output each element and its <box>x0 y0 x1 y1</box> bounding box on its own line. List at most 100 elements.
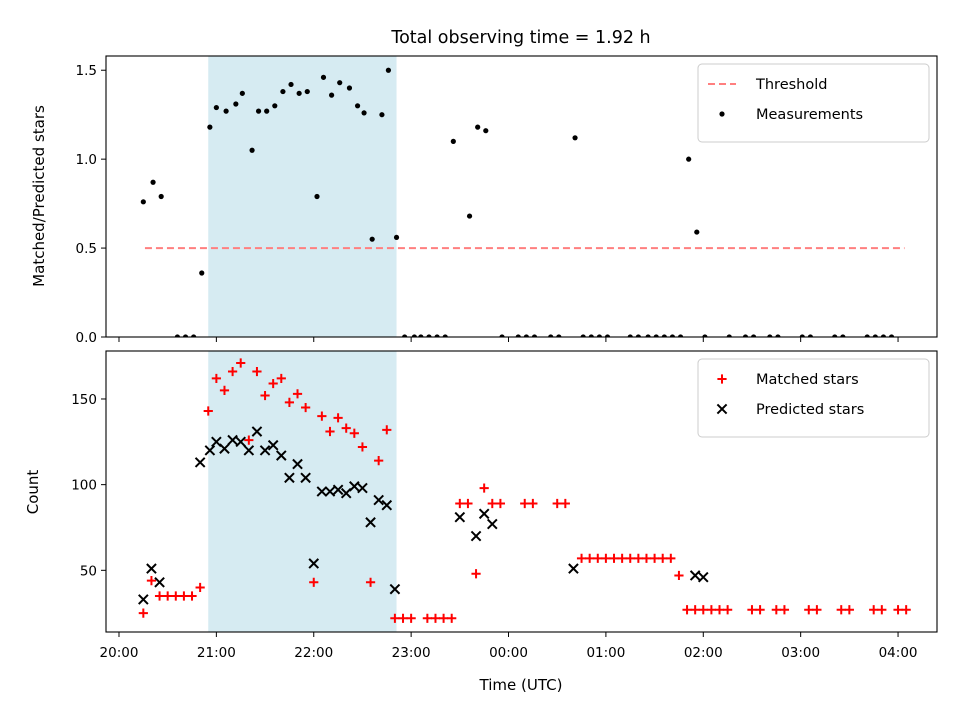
matched-star-point <box>690 605 700 615</box>
matched-star-point <box>390 613 400 623</box>
predicted-star-point <box>146 563 157 574</box>
matched-star-point <box>658 553 668 563</box>
predicted-star-point <box>357 482 368 494</box>
matched-star-point <box>487 498 497 509</box>
legend-marker <box>719 111 725 117</box>
matched-star-point <box>682 605 692 615</box>
matched-star-point <box>374 456 384 466</box>
top-axes-frame <box>105 55 938 338</box>
measurement-point <box>434 334 440 337</box>
matched-star-point <box>633 553 643 563</box>
predicted-star-point <box>219 443 230 454</box>
measurement-point <box>742 334 749 337</box>
matched-star-point <box>309 577 319 587</box>
matched-star-point <box>585 553 595 563</box>
matched-star-point <box>195 582 205 593</box>
measurement-point <box>379 112 385 118</box>
predicted-star-point <box>308 558 320 569</box>
matched-star-point <box>593 553 603 563</box>
matched-star-point <box>804 605 814 615</box>
predicted-star-point <box>284 472 295 484</box>
measurement-point <box>264 108 270 114</box>
x-tick-label: 01:00 <box>586 645 625 661</box>
x-tick-label: 22:00 <box>294 645 333 661</box>
legend-marker <box>717 374 727 384</box>
x-tick-label: 04:00 <box>879 645 918 661</box>
measurement-point <box>750 334 757 337</box>
top-y-axis-label: Matched/Predicted stars <box>30 105 48 287</box>
top-series-0 <box>140 67 895 337</box>
measurement-point <box>369 236 375 242</box>
matched-star-point <box>179 591 189 601</box>
measurement-point <box>635 334 641 337</box>
measurement-point <box>296 90 302 96</box>
bottom-legend-box <box>697 358 930 438</box>
measurement-point <box>213 104 219 111</box>
matched-star-point <box>552 498 562 509</box>
measurement-point <box>182 334 189 337</box>
bottom-panel: 50 100 150 20:00 21:00 22:00 23:00 00:00 01:00 02… <box>71 350 938 661</box>
measurement-point <box>604 334 611 337</box>
matched-star-point <box>869 605 879 615</box>
matched-star-point <box>284 397 295 408</box>
predicted-star-point <box>697 571 709 583</box>
measurement-point <box>669 334 676 337</box>
measurement-point <box>580 334 586 337</box>
measurement-point <box>840 334 846 337</box>
matched-star-point <box>666 553 676 563</box>
predicted-star-point <box>349 481 360 492</box>
measurement-point <box>402 334 408 337</box>
measurement-point <box>694 229 700 235</box>
matched-star-point <box>341 423 351 433</box>
measurement-point <box>418 334 424 337</box>
x-tick-label: 21:00 <box>197 645 236 661</box>
matched-star-point <box>771 605 781 615</box>
matched-star-point <box>219 385 230 396</box>
measurement-point <box>475 124 481 130</box>
matched-star-point <box>836 605 846 615</box>
matched-star-point <box>357 442 368 452</box>
matched-star-point <box>714 605 725 615</box>
legend-label: Predicted stars <box>756 402 864 418</box>
measurement-point <box>466 213 473 219</box>
measurement-point <box>548 334 554 337</box>
measurement-point <box>361 110 367 116</box>
matched-star-point <box>146 575 157 586</box>
measurement-point <box>140 199 146 205</box>
matched-star-point <box>601 553 611 563</box>
measurement-point <box>832 334 838 337</box>
predicted-star-point <box>138 594 149 605</box>
measurement-point <box>556 334 562 337</box>
measurement-point <box>272 103 278 109</box>
predicted-star-point <box>332 484 344 496</box>
measurement-point <box>807 334 814 337</box>
x-tick-label: 20:00 <box>100 645 139 661</box>
top-y-tick-label: 1.0 <box>76 152 97 168</box>
matched-star-point <box>406 613 416 623</box>
measurement-point <box>385 67 392 73</box>
matched-star-point <box>617 553 627 563</box>
matched-star-point <box>276 373 286 384</box>
measurement-point <box>199 270 205 276</box>
measurement-point <box>337 80 343 86</box>
predicted-star-point <box>324 486 336 497</box>
matched-star-point <box>252 366 262 377</box>
matched-star-point <box>211 373 221 384</box>
predicted-star-point <box>316 486 328 497</box>
matched-star-point <box>625 553 635 563</box>
measurement-point <box>864 334 870 337</box>
measurement-point <box>515 334 521 337</box>
measurement-point <box>767 334 773 337</box>
measurement-point <box>775 334 781 337</box>
top-y-tick-label: 1.5 <box>76 63 97 79</box>
predicted-star-point <box>568 563 579 574</box>
matched-star-point <box>203 406 213 416</box>
measurement-point <box>702 334 708 337</box>
matched-star-point <box>455 498 465 509</box>
measurement-point <box>426 334 432 337</box>
predicted-star-point <box>267 439 279 451</box>
predicted-star-point <box>194 457 206 468</box>
matched-star-point <box>244 435 254 445</box>
legend-marker <box>716 403 728 415</box>
predicted-star-point <box>381 499 393 511</box>
